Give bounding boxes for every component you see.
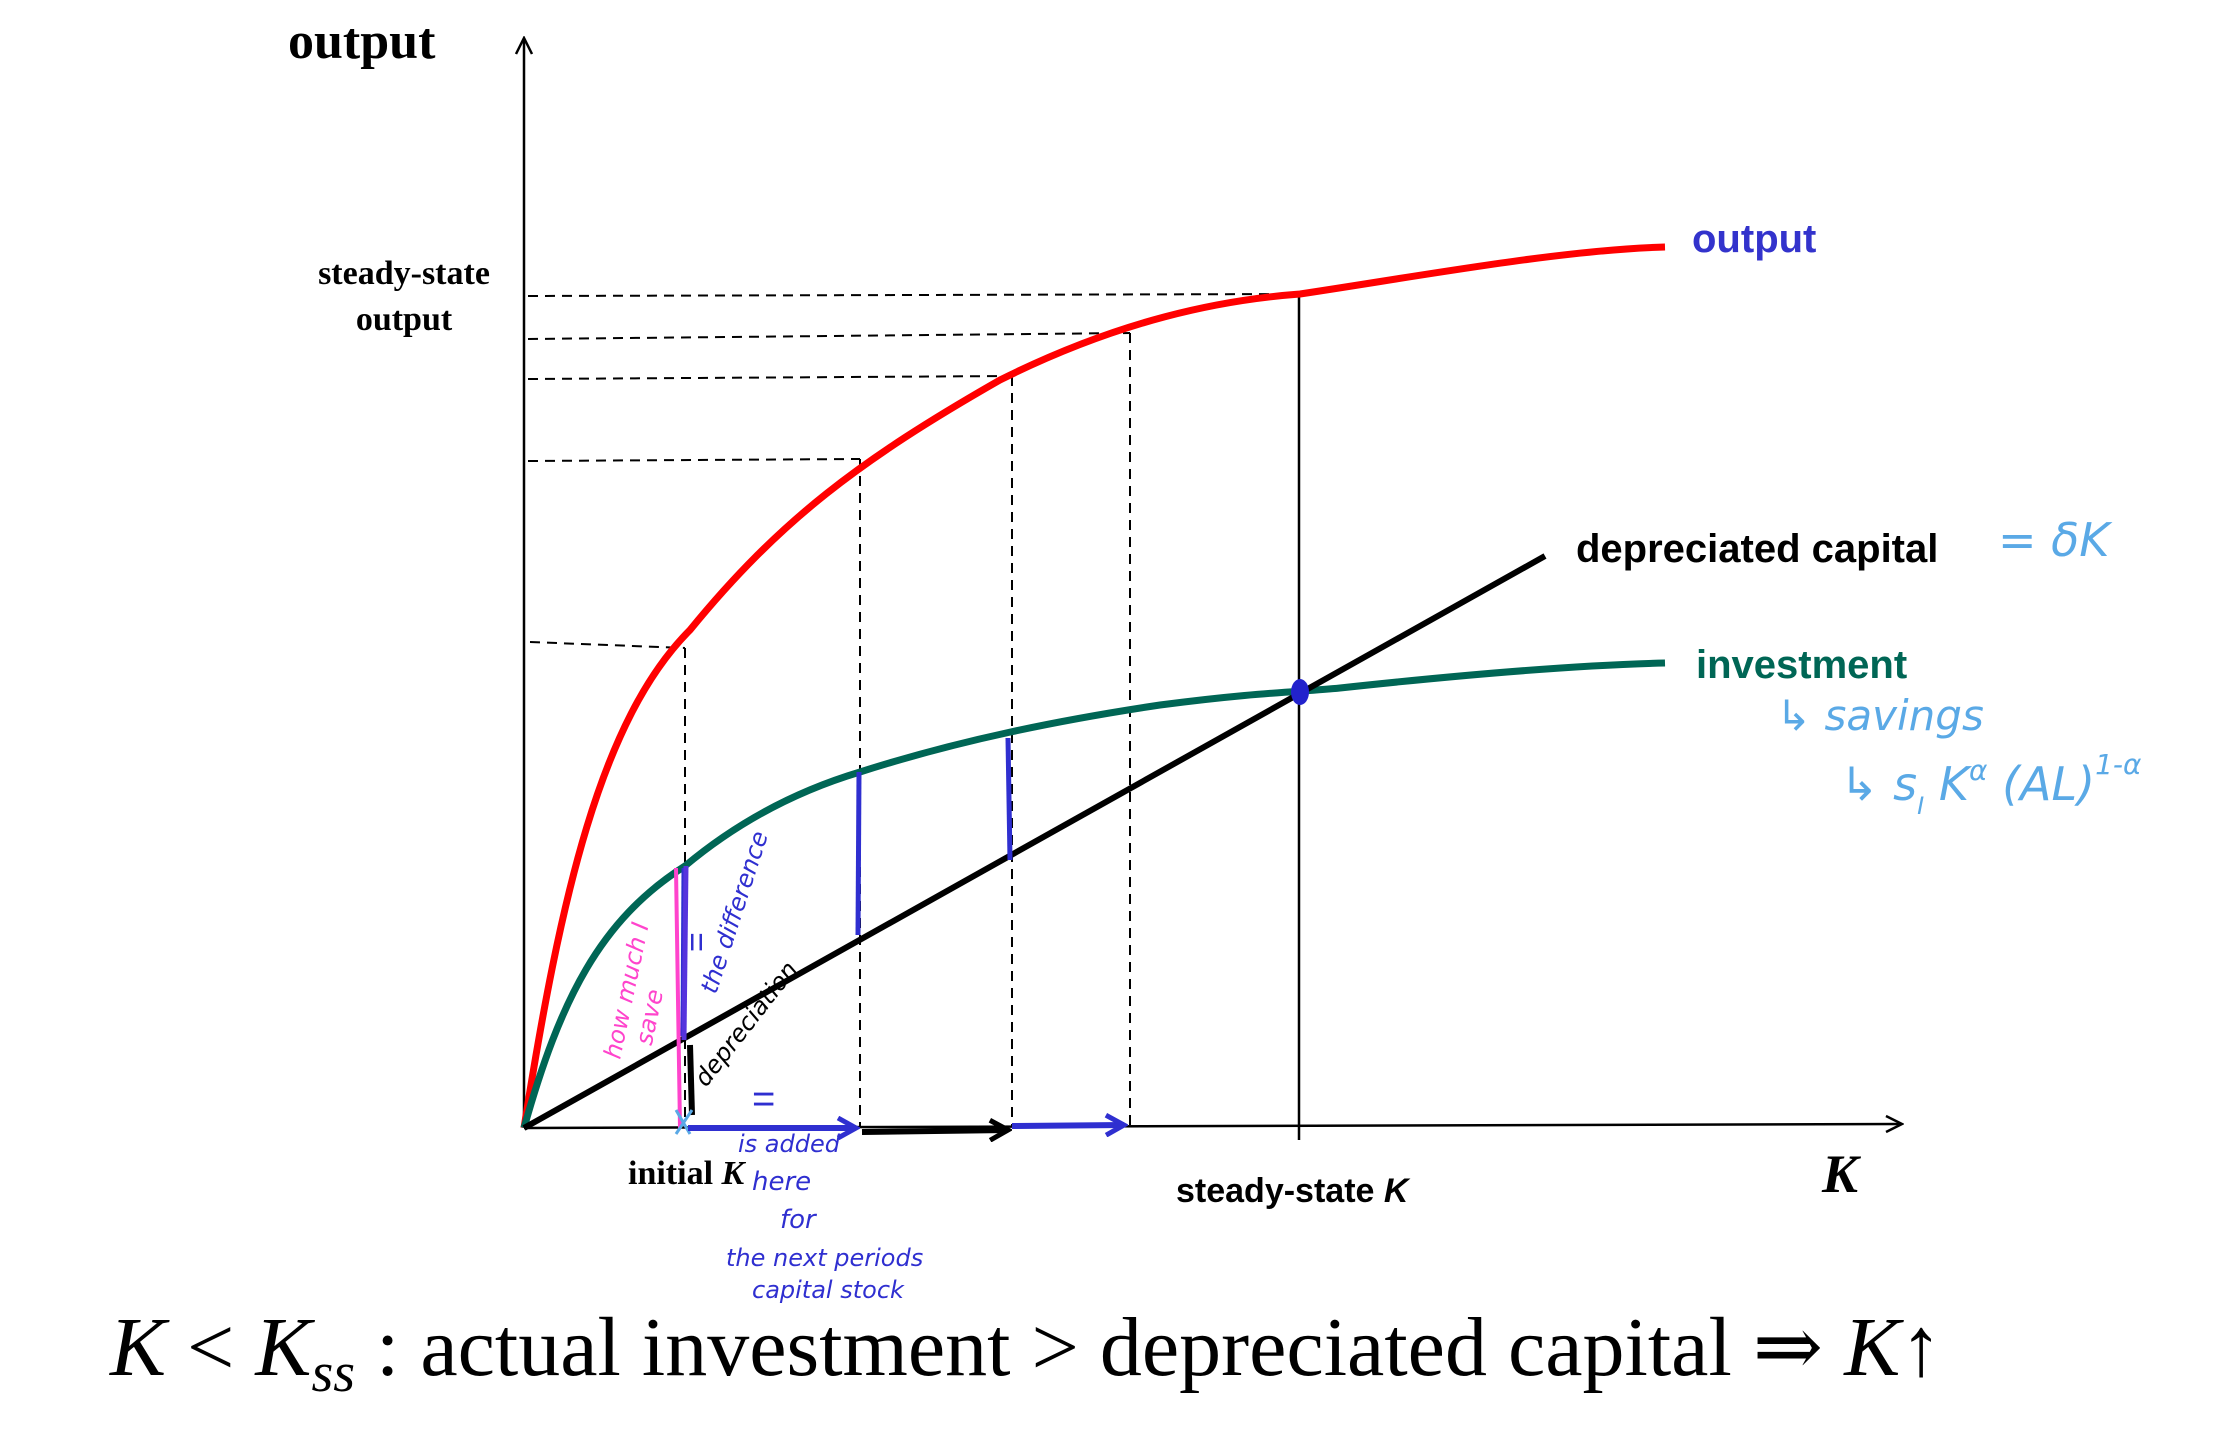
black-arrow-2: [861, 1130, 1008, 1132]
lightblue-k-mark: [674, 1109, 694, 1135]
steady-state-output-label-1: steady-state: [318, 255, 490, 292]
output-curve: [520, 243, 1666, 1129]
depreciated-capital-label: depreciated capital: [1576, 527, 1938, 571]
steady-state-k-label: steady-state K: [1176, 1172, 1411, 1210]
savings-formula: ↳ sI Kα (AL)1-α: [1840, 748, 2142, 820]
equals-sign-annotation: =: [752, 1077, 775, 1121]
delta-k-annotation: = δK: [1998, 513, 2113, 567]
is-added-annotation: is added: [738, 1130, 841, 1158]
initial-k-label: initial K: [628, 1155, 747, 1192]
savings-annotation: ↳ savings: [1776, 691, 1984, 740]
difference-equals-sign: =: [678, 932, 716, 952]
black-depreciation-mark: [687, 1044, 695, 1116]
y-axis-label: output: [288, 13, 436, 70]
here-annotation: here: [752, 1167, 811, 1197]
pink-savings-mark: [674, 867, 682, 1129]
blue-arrow-3: [1011, 1125, 1124, 1126]
next-periods-annotation: the next periods: [726, 1244, 923, 1272]
investment-curve: [520, 659, 1666, 1129]
steady-state-point: [1291, 679, 1309, 705]
steady-state-output-label-2: output: [356, 301, 453, 338]
investment-curve-label: investment: [1696, 643, 1907, 687]
blue-savings-mark: [681, 865, 689, 1041]
capital-stock-annotation: capital stock: [752, 1276, 905, 1304]
for-annotation: for: [780, 1205, 818, 1235]
depreciated-capital-line: [522, 553, 1547, 1131]
output-curve-label: output: [1692, 217, 1816, 261]
x-axis-label: K: [1821, 1144, 1862, 1204]
caption: K < Kss : actual investment > depreciate…: [109, 1301, 1942, 1404]
